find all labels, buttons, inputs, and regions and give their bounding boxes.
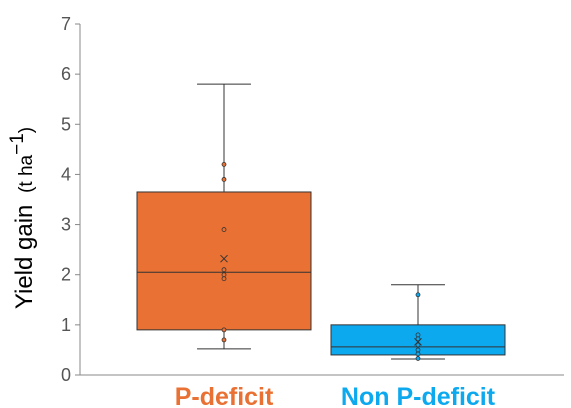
data-point xyxy=(415,351,421,357)
data-point xyxy=(415,342,421,348)
y-axis-label-unit: (t ha xyxy=(16,154,37,192)
y-tick-label: 4 xyxy=(61,164,71,184)
y-tick-label: 7 xyxy=(61,14,71,34)
svg-text:Yield gain (t ha−1): Yield gain (t ha−1) xyxy=(7,127,38,309)
y-tick-label: 2 xyxy=(61,265,71,285)
box-iqr xyxy=(136,191,312,331)
mean-marker-stroke xyxy=(414,338,422,346)
data-point xyxy=(221,327,227,333)
data-point xyxy=(221,272,227,278)
category-label: Non P-deficit xyxy=(341,383,496,408)
y-tick-label: 5 xyxy=(61,114,71,134)
y-tick-group: 0 1 2 3 4 5 6 7 xyxy=(61,14,80,385)
data-point xyxy=(415,336,421,342)
mean-marker-stroke xyxy=(220,254,228,263)
y-axis-label-exponent: −1 xyxy=(7,133,28,155)
category-label: P-deficit xyxy=(175,383,274,408)
data-point xyxy=(221,161,227,167)
data-point xyxy=(221,276,227,282)
data-point xyxy=(221,267,227,273)
data-point xyxy=(221,227,227,232)
data-point xyxy=(221,177,227,182)
y-tick-label: 1 xyxy=(61,315,71,335)
y-axis-label: Yield gain (t ha−1) xyxy=(7,127,38,309)
y-tick-label: 0 xyxy=(61,365,71,385)
y-axis-label-close: ) xyxy=(16,127,37,133)
y-tick-label: 3 xyxy=(61,215,71,235)
y-tick-label: 6 xyxy=(61,64,71,84)
data-point xyxy=(221,337,227,343)
y-axis-label-main: Yield gain xyxy=(11,205,38,310)
category-label-group: P-deficit Non P-deficit xyxy=(175,383,496,408)
data-point xyxy=(415,292,421,298)
box-group xyxy=(136,83,506,361)
mean-marker xyxy=(414,338,422,346)
data-point xyxy=(415,347,421,353)
data-point xyxy=(415,332,421,338)
data-point xyxy=(415,356,421,361)
mean-marker xyxy=(220,254,228,263)
